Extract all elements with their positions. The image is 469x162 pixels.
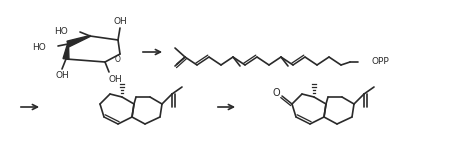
Polygon shape: [67, 35, 90, 47]
Text: HO: HO: [32, 42, 46, 52]
Text: O: O: [115, 54, 121, 64]
Text: OPP: OPP: [372, 58, 390, 66]
Text: OH: OH: [55, 71, 69, 81]
Text: OH: OH: [113, 17, 127, 27]
Text: OH: OH: [108, 75, 122, 83]
Text: HO: HO: [54, 27, 68, 35]
Polygon shape: [63, 44, 69, 59]
Text: O: O: [272, 88, 280, 98]
